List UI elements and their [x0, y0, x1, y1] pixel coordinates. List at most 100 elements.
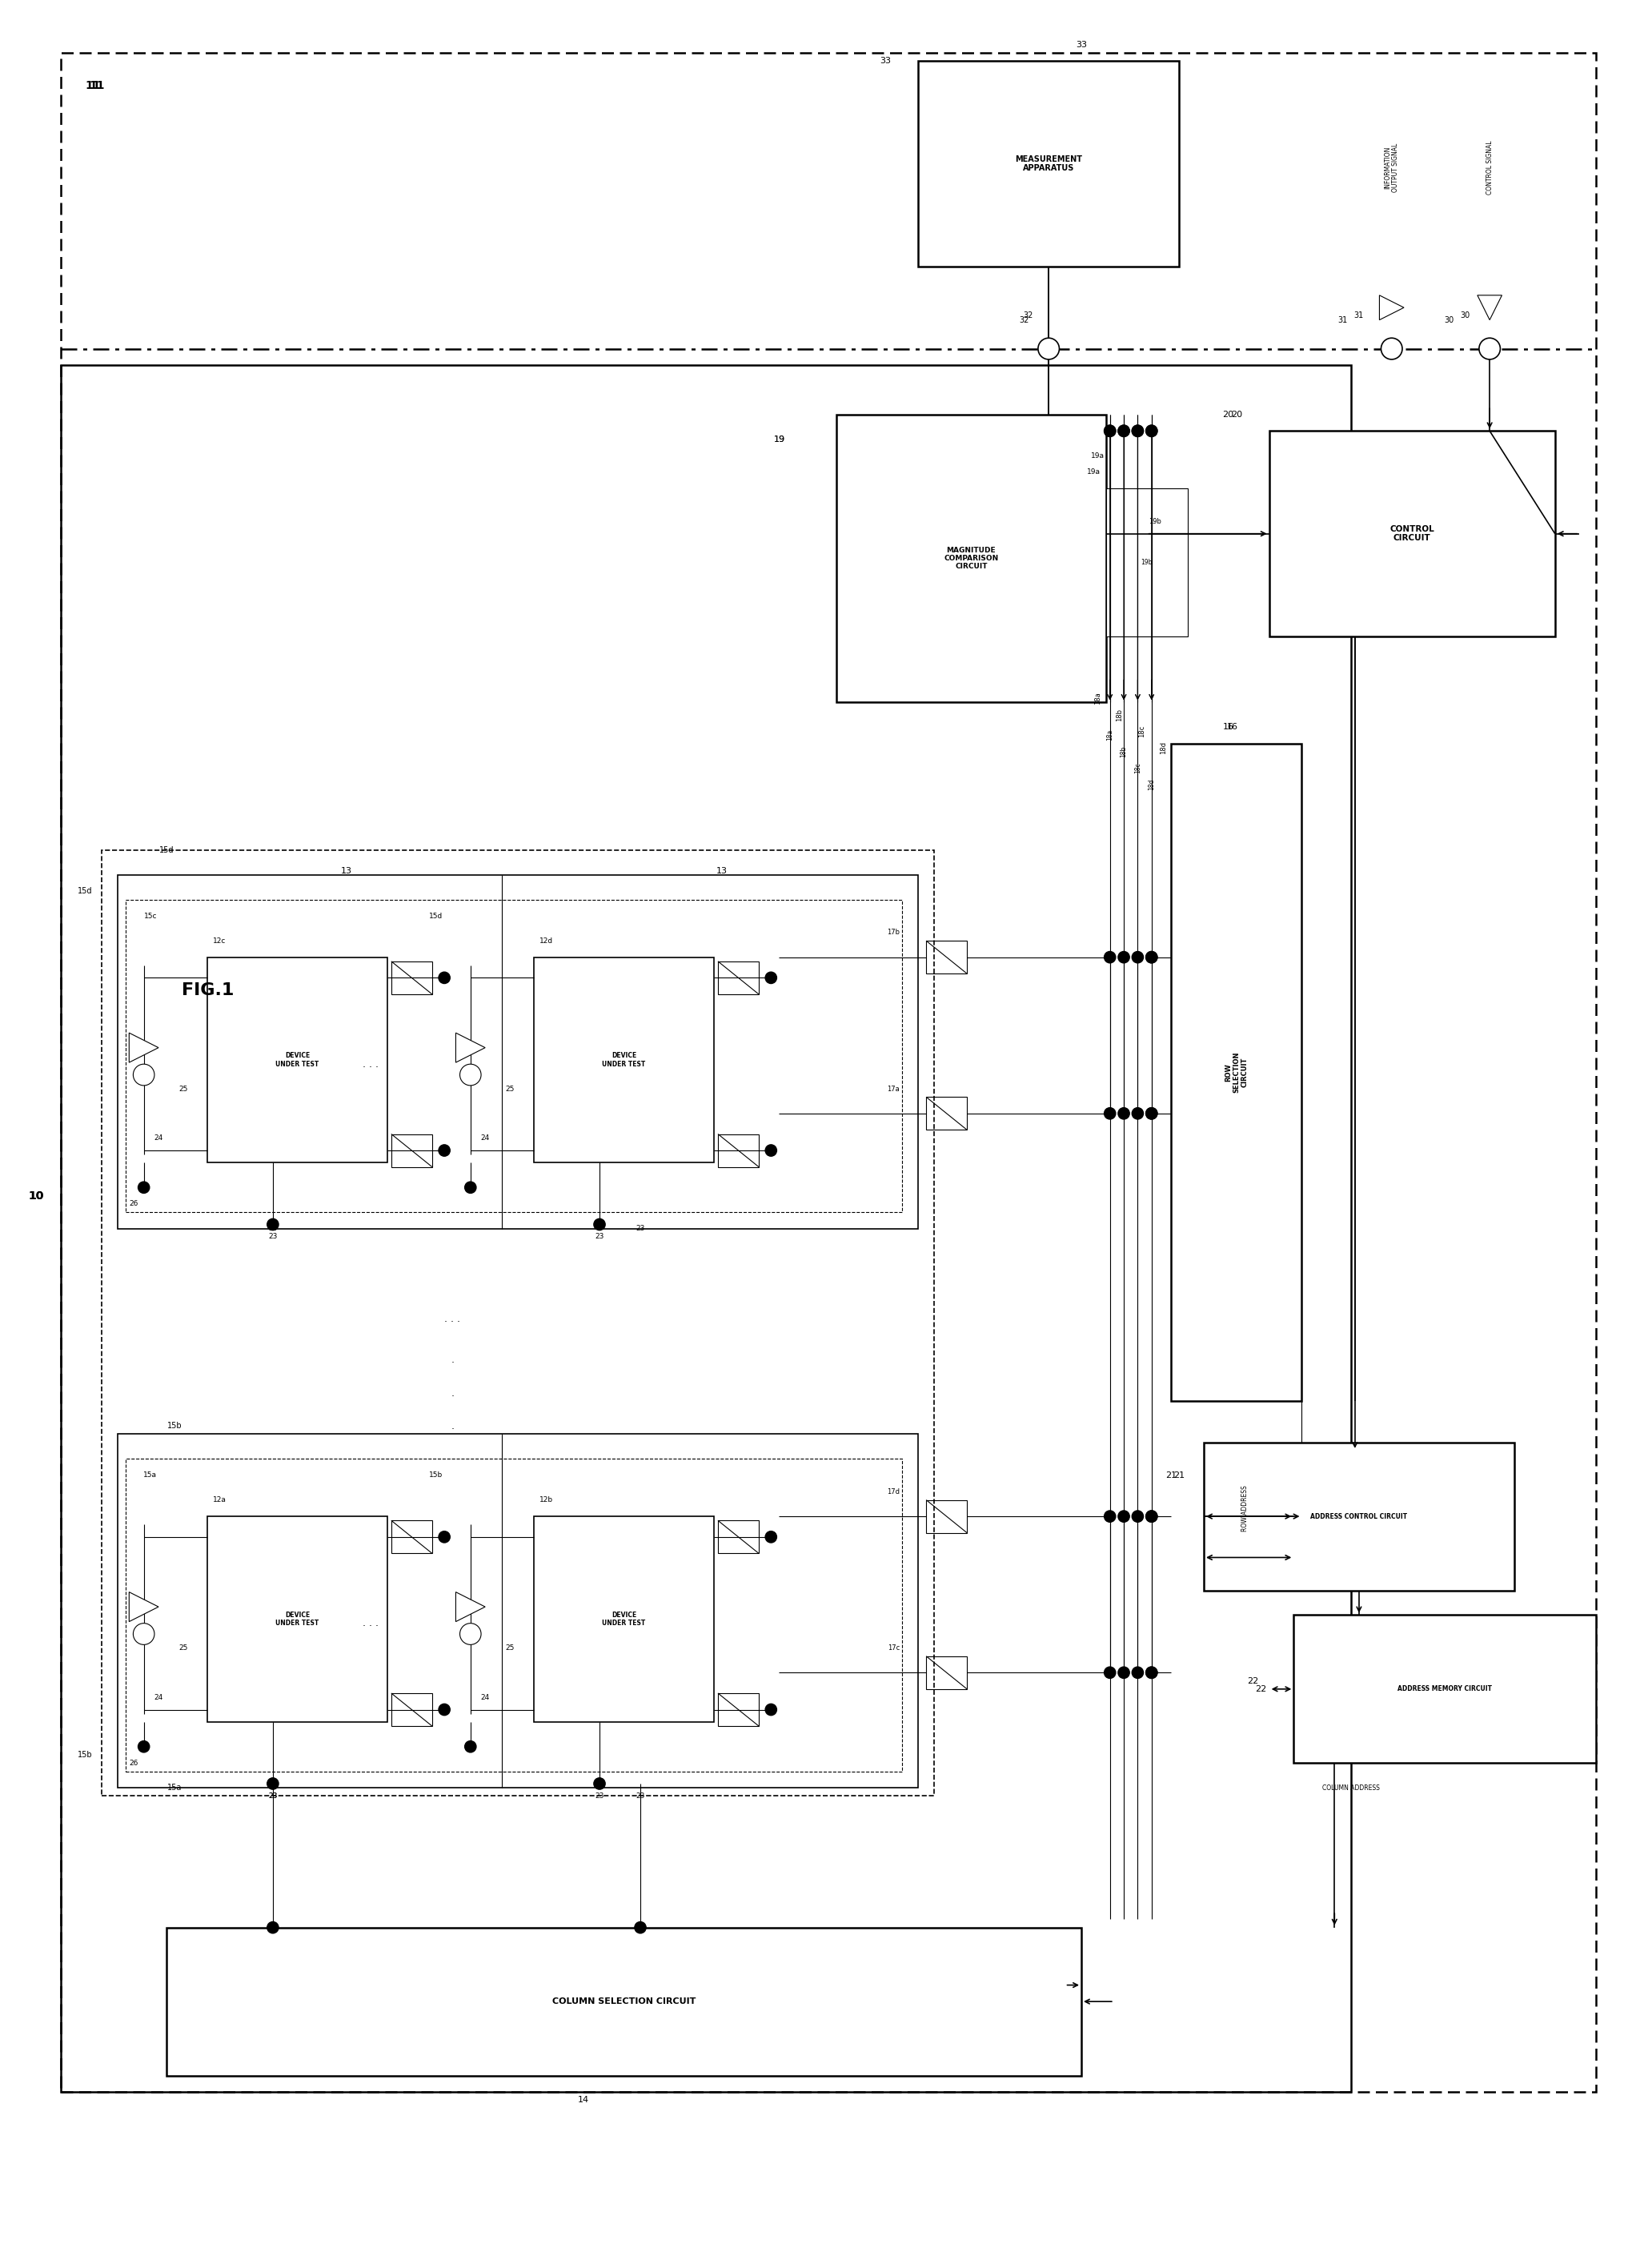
- Circle shape: [464, 1742, 476, 1753]
- Circle shape: [459, 1624, 481, 1644]
- Text: 23: 23: [636, 1225, 645, 1232]
- Circle shape: [438, 1531, 449, 1542]
- Circle shape: [1132, 1667, 1143, 1678]
- Text: CONTROL
CIRCUIT: CONTROL CIRCUIT: [1389, 526, 1435, 542]
- Text: 17d: 17d: [887, 1488, 900, 1495]
- Circle shape: [766, 1145, 777, 1157]
- Text: 12d: 12d: [540, 937, 553, 943]
- Text: 20: 20: [1223, 411, 1233, 420]
- Text: 13: 13: [341, 866, 353, 875]
- Text: 17b: 17b: [887, 930, 900, 937]
- Circle shape: [1146, 1107, 1158, 1118]
- Bar: [167, 1928, 1081, 2075]
- Circle shape: [1104, 1667, 1115, 1678]
- Text: 15d: 15d: [159, 846, 174, 855]
- Circle shape: [1146, 953, 1158, 964]
- Polygon shape: [1478, 295, 1502, 320]
- Circle shape: [1118, 1510, 1130, 1522]
- Circle shape: [1118, 1107, 1130, 1118]
- Bar: [927, 1499, 968, 1533]
- Text: 18a: 18a: [1094, 692, 1102, 705]
- Text: 19a: 19a: [1091, 451, 1104, 458]
- Circle shape: [1132, 1107, 1143, 1118]
- Text: 26: 26: [130, 1200, 138, 1207]
- Text: 23: 23: [595, 1234, 604, 1241]
- Bar: [718, 1520, 759, 1554]
- Circle shape: [1118, 424, 1130, 438]
- Text: 12b: 12b: [540, 1497, 553, 1504]
- Bar: [392, 1134, 431, 1168]
- Text: CONTROL SIGNAL: CONTROL SIGNAL: [1486, 141, 1494, 195]
- Bar: [1294, 1615, 1596, 1762]
- Bar: [836, 415, 1105, 703]
- Circle shape: [1146, 424, 1158, 438]
- Circle shape: [267, 1778, 279, 1789]
- Circle shape: [1132, 424, 1143, 438]
- Circle shape: [1038, 338, 1059, 358]
- Text: 25: 25: [505, 1644, 515, 1651]
- Text: 24: 24: [481, 1694, 490, 1701]
- Text: 32: 32: [1018, 315, 1030, 324]
- Bar: [102, 850, 935, 1796]
- Text: 13: 13: [717, 866, 728, 875]
- Circle shape: [1146, 1667, 1158, 1678]
- Text: 18b: 18b: [1120, 746, 1127, 758]
- Text: 17a: 17a: [887, 1084, 900, 1093]
- Bar: [927, 1098, 968, 1129]
- Circle shape: [459, 1064, 481, 1086]
- Text: 32: 32: [1023, 311, 1033, 320]
- Circle shape: [1146, 953, 1158, 964]
- Text: 15b: 15b: [167, 1422, 182, 1429]
- Text: 31: 31: [1355, 311, 1364, 320]
- Circle shape: [1146, 1510, 1158, 1522]
- Bar: [718, 962, 759, 993]
- Text: 18d: 18d: [1148, 778, 1155, 789]
- Text: 14: 14: [577, 2096, 589, 2105]
- Text: 15c: 15c: [144, 912, 157, 921]
- Circle shape: [1104, 1107, 1115, 1118]
- Text: 17c: 17c: [887, 1644, 900, 1651]
- Text: 23: 23: [269, 1792, 277, 1799]
- Text: 16: 16: [1227, 723, 1238, 730]
- Circle shape: [766, 1703, 777, 1715]
- Text: 18b: 18b: [1117, 708, 1123, 721]
- Text: 10: 10: [28, 1191, 44, 1202]
- Circle shape: [635, 1921, 646, 1932]
- Circle shape: [267, 1921, 279, 1932]
- Text: 18d: 18d: [1159, 742, 1168, 753]
- Text: INFORMATION
OUTPUT SIGNAL: INFORMATION OUTPUT SIGNAL: [1384, 143, 1399, 193]
- Text: 21: 21: [1174, 1472, 1186, 1479]
- Text: 15a: 15a: [167, 1783, 182, 1792]
- Text: 11: 11: [90, 79, 105, 91]
- Bar: [927, 941, 968, 973]
- Polygon shape: [130, 1032, 159, 1061]
- Bar: [1204, 1442, 1514, 1590]
- Bar: [208, 1517, 387, 1721]
- Bar: [918, 61, 1179, 265]
- Text: 23: 23: [269, 1225, 277, 1232]
- Text: 15b: 15b: [77, 1751, 92, 1760]
- Bar: [1171, 744, 1302, 1402]
- Circle shape: [1132, 953, 1143, 964]
- Circle shape: [1132, 424, 1143, 438]
- Text: DEVICE
UNDER TEST: DEVICE UNDER TEST: [276, 1610, 320, 1626]
- Circle shape: [766, 973, 777, 984]
- Circle shape: [438, 1703, 449, 1715]
- Circle shape: [133, 1064, 154, 1086]
- Text: 23: 23: [269, 1792, 277, 1799]
- Text: 23: 23: [269, 1234, 277, 1241]
- Circle shape: [1381, 338, 1402, 358]
- Text: 22: 22: [1246, 1676, 1258, 1685]
- Text: MEASUREMENT
APPARATUS: MEASUREMENT APPARATUS: [1015, 154, 1082, 172]
- Bar: [718, 1694, 759, 1726]
- Polygon shape: [456, 1032, 485, 1061]
- Circle shape: [1104, 424, 1115, 438]
- Circle shape: [1146, 1510, 1158, 1522]
- Circle shape: [464, 1182, 476, 1193]
- Circle shape: [133, 1624, 154, 1644]
- Text: ADDRESS MEMORY CIRCUIT: ADDRESS MEMORY CIRCUIT: [1397, 1685, 1492, 1692]
- Text: 24: 24: [154, 1134, 162, 1141]
- Text: ROW ADDRESS: ROW ADDRESS: [1241, 1486, 1248, 1531]
- Text: 15b: 15b: [430, 1472, 443, 1479]
- Text: DEVICE
UNDER TEST: DEVICE UNDER TEST: [276, 1052, 320, 1068]
